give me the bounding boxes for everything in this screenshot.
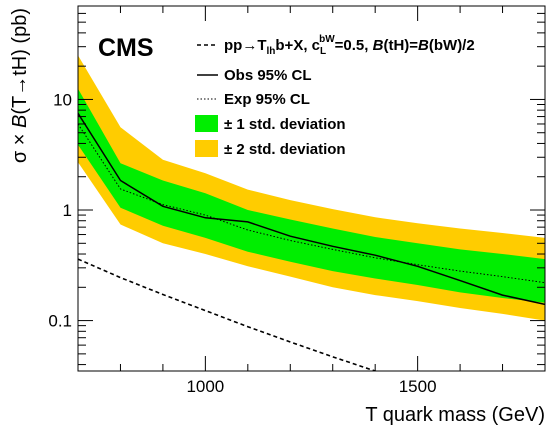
legend-two-sigma-label: ± 2 std. deviation <box>224 141 346 158</box>
cms-label: CMS <box>98 34 154 62</box>
x-tick-label: 1000 <box>186 377 224 396</box>
legend-two-sigma-swatch <box>195 140 218 157</box>
legend-one-sigma-swatch <box>195 115 218 132</box>
y-axis-title: σ × B(T→tH) (pb) <box>9 8 31 163</box>
x-axis-title: T quark mass (GeV) <box>365 404 545 426</box>
one-sigma-band <box>78 88 545 303</box>
legend-theory-label: pp→Tlhb+X, cLbW=0.5, B(tH)=B(bW)/2 <box>224 34 475 57</box>
observed-limit-line <box>78 112 545 306</box>
y-tick-label: 1 <box>63 201 72 220</box>
axis-tick-labels: 1000 1500 0.1 1 10 <box>48 90 436 396</box>
legend-one-sigma-label: ± 1 std. deviation <box>224 116 346 133</box>
legend: pp→Tlhb+X, cLbW=0.5, B(tH)=B(bW)/2 Obs 9… <box>195 34 475 158</box>
x-tick-label: 1500 <box>399 377 437 396</box>
theory-cross-section-line <box>78 258 378 371</box>
plot-frame <box>77 5 546 372</box>
y-tick-label: 0.1 <box>48 312 72 331</box>
y-tick-label: 10 <box>53 90 72 109</box>
legend-observed-label: Obs 95% CL <box>224 67 312 84</box>
expected-limit-line <box>78 123 545 284</box>
axis-ticks <box>77 5 546 371</box>
legend-expected-label: Exp 95% CL <box>224 91 310 108</box>
